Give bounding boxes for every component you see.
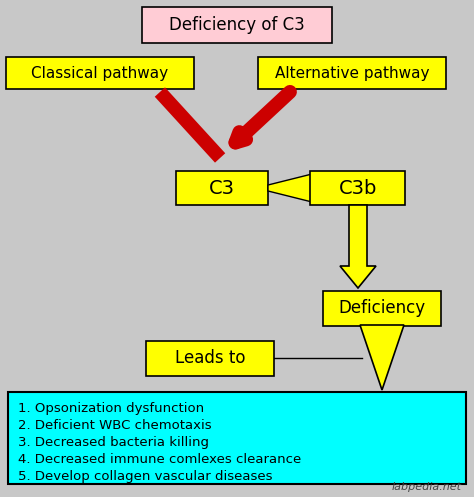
FancyBboxPatch shape: [8, 392, 466, 484]
FancyBboxPatch shape: [310, 171, 405, 205]
Text: 4. Decreased immune comlexes clearance: 4. Decreased immune comlexes clearance: [18, 452, 301, 466]
Text: Deficiency: Deficiency: [338, 299, 426, 317]
Polygon shape: [340, 205, 376, 288]
Text: 3. Decreased bacteria killing: 3. Decreased bacteria killing: [18, 435, 209, 448]
Text: 2. Deficient WBC chemotaxis: 2. Deficient WBC chemotaxis: [18, 418, 211, 431]
FancyBboxPatch shape: [146, 340, 274, 376]
Text: C3b: C3b: [339, 178, 377, 197]
Polygon shape: [360, 325, 404, 390]
FancyBboxPatch shape: [323, 291, 441, 326]
Text: C3: C3: [209, 178, 235, 197]
Text: 5. Develop collagen vascular diseases: 5. Develop collagen vascular diseases: [18, 470, 273, 483]
Text: Deficiency of C3: Deficiency of C3: [169, 16, 305, 34]
FancyBboxPatch shape: [176, 171, 268, 205]
Polygon shape: [268, 174, 312, 202]
FancyBboxPatch shape: [6, 57, 194, 89]
Text: Alternative pathway: Alternative pathway: [275, 66, 429, 81]
Text: 1. Opsonization dysfunction: 1. Opsonization dysfunction: [18, 402, 204, 414]
Text: Classical pathway: Classical pathway: [31, 66, 169, 81]
Text: labpedia.net: labpedia.net: [392, 482, 462, 492]
FancyBboxPatch shape: [258, 57, 446, 89]
FancyBboxPatch shape: [142, 7, 332, 43]
Text: Leads to: Leads to: [175, 349, 245, 367]
